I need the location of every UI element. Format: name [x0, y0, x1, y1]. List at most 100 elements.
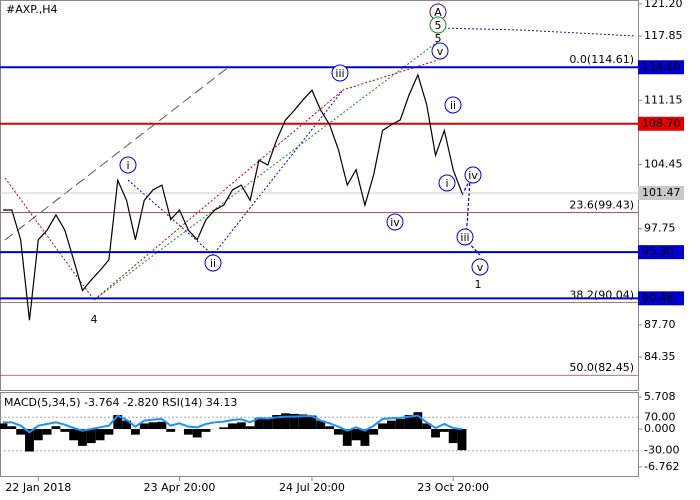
fib-label: 23.6(99.43) — [569, 199, 634, 212]
macd-bar — [25, 429, 34, 452]
wave-label: ii — [450, 99, 456, 112]
macd-bar — [86, 429, 96, 444]
macd-bar — [386, 420, 396, 430]
wave-circle — [119, 156, 137, 174]
macd-bar — [42, 429, 52, 435]
y-tick-label: 84.35 — [644, 350, 676, 363]
wave-label: 1 — [475, 278, 482, 291]
price-line — [3, 73, 463, 321]
wave-circle — [331, 64, 349, 82]
level-box — [638, 245, 684, 260]
macd-bar — [166, 429, 176, 432]
level-box — [638, 291, 684, 306]
macd-bar — [334, 429, 343, 435]
wave-label: iii — [460, 231, 469, 244]
macd-bar — [298, 414, 308, 430]
wave-circle — [204, 254, 222, 272]
macd-bar — [122, 420, 131, 430]
fib-label: 50.0(82.45) — [569, 361, 634, 374]
chart-title: #AXP.,H4 — [6, 3, 57, 16]
macd-bar — [254, 417, 264, 430]
macd-bar — [431, 429, 440, 438]
y-tick-label: 0.000 — [644, 422, 676, 435]
wave-label: 4 — [91, 313, 98, 326]
macd-bar — [201, 429, 211, 432]
y-tick-label: 97.75 — [644, 222, 676, 235]
macd-bar — [369, 429, 379, 435]
trend-line — [4, 65, 231, 241]
macd-bar — [325, 426, 335, 430]
macd-bar — [351, 429, 361, 441]
wave-circle — [429, 16, 447, 34]
wave-line — [4, 59, 439, 301]
macd-bar — [316, 420, 326, 430]
wave-label: 5 — [435, 19, 442, 32]
wave-label: i — [126, 159, 129, 172]
macd-bar — [69, 429, 79, 441]
wave-label: iv — [468, 169, 478, 182]
y2-tick-label: 70.00 — [644, 410, 676, 423]
macd-bar — [0, 423, 8, 430]
macd-bar — [78, 429, 87, 446]
y-tick-label: -6.762 — [644, 460, 679, 473]
wave-circle — [386, 213, 404, 231]
macd-bar — [130, 429, 140, 435]
macd-bar — [289, 413, 299, 430]
y-tick-label: 104.45 — [644, 157, 683, 170]
x-tick-label: 24 Jul 20:00 — [279, 481, 345, 494]
wave-label: i — [445, 177, 448, 190]
macd-bar — [281, 413, 290, 430]
macd-bar — [395, 418, 405, 430]
wave-circle — [471, 258, 489, 276]
macd-bar — [236, 422, 246, 430]
macd-bar — [192, 429, 202, 438]
macd-bar — [104, 429, 114, 435]
rsi-line — [3, 414, 463, 434]
y-tick-label: 5.708 — [644, 390, 676, 403]
y-tick-label: 117.85 — [644, 29, 683, 42]
x-tick-label: 22 Jan 2018 — [5, 481, 71, 494]
sub-wave-line — [127, 89, 344, 256]
projection-line — [461, 179, 481, 256]
wave-circle — [464, 166, 482, 184]
macd-bar — [448, 429, 458, 444]
projection-top — [439, 27, 637, 37]
macd-bar — [360, 429, 370, 446]
macd-bar — [148, 422, 158, 430]
current-label: 101.47 — [642, 186, 681, 199]
macd-bar — [183, 429, 193, 435]
wave-circle — [444, 96, 462, 114]
indicator-frame — [0, 392, 639, 477]
channel-line — [93, 39, 441, 301]
macd-bar — [413, 412, 423, 430]
wave-label: v — [477, 261, 484, 274]
macd-bar — [16, 429, 26, 435]
wave-label: iii — [335, 67, 344, 80]
macd-bar — [228, 423, 237, 430]
macd-bar — [60, 429, 70, 432]
wave-label: A — [434, 6, 442, 19]
macd-bar — [219, 427, 229, 430]
macd-bar — [272, 415, 282, 430]
level-label: 90.48 — [642, 291, 674, 304]
level-label: 95.30 — [642, 245, 674, 258]
macd-bar — [33, 429, 43, 441]
wave-label: v — [437, 45, 444, 58]
macd-bar — [342, 429, 352, 446]
main-frame — [0, 0, 639, 391]
macd-bar — [263, 418, 273, 430]
fib-label: 38.2(90.04) — [569, 289, 634, 302]
macd-bar — [422, 423, 432, 430]
level-box — [638, 60, 684, 75]
level-box — [638, 116, 684, 131]
wave-label: ii — [210, 257, 216, 270]
macd-bar — [307, 415, 317, 430]
macd-bar — [51, 426, 61, 430]
macd-bar — [113, 415, 123, 430]
wave-label: 5 — [435, 32, 442, 45]
level-label: 108.70 — [642, 117, 681, 130]
y-tick-label: 111.15 — [644, 93, 683, 106]
macd-bar — [378, 423, 387, 430]
level-label: 114.60 — [642, 60, 681, 73]
